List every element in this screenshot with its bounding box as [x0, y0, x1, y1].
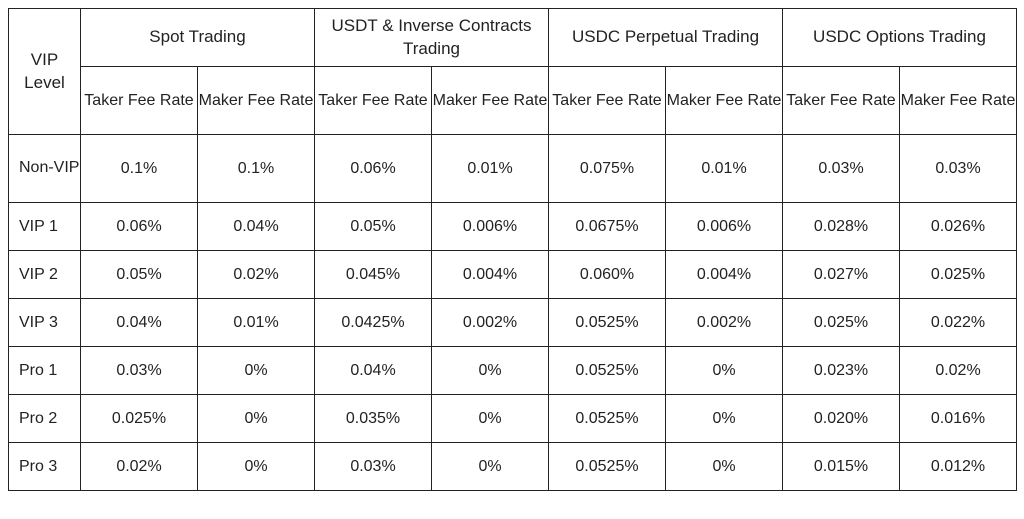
vip-level-header: VIP Level	[9, 9, 81, 135]
fee-cell: 0.02%	[81, 443, 198, 491]
table-row: VIP 30.04%0.01%0.0425%0.002%0.0525%0.002…	[9, 299, 1017, 347]
vip-level-label: Pro 3	[9, 443, 81, 491]
vip-level-label: VIP 1	[9, 203, 81, 251]
fee-cell: 0.002%	[432, 299, 549, 347]
fee-cell: 0.03%	[900, 135, 1017, 203]
fee-cell: 0%	[666, 443, 783, 491]
fee-cell: 0.03%	[783, 135, 900, 203]
fee-cell: 0.02%	[198, 251, 315, 299]
fee-cell: 0.004%	[432, 251, 549, 299]
vip-level-label: Pro 1	[9, 347, 81, 395]
table-row: Pro 30.02%0%0.03%0%0.0525%0%0.015%0.012%	[9, 443, 1017, 491]
fee-cell: 0%	[198, 443, 315, 491]
fee-cell: 0.012%	[900, 443, 1017, 491]
fee-cell: 0.01%	[666, 135, 783, 203]
vip-level-label: VIP 3	[9, 299, 81, 347]
sub-taker: Taker Fee Rate	[783, 67, 900, 135]
fee-rate-table: VIP Level Spot Trading USDT & Inverse Co…	[8, 8, 1017, 491]
fee-cell: 0.016%	[900, 395, 1017, 443]
fee-cell: 0.045%	[315, 251, 432, 299]
fee-cell: 0%	[432, 443, 549, 491]
fee-cell: 0.04%	[81, 299, 198, 347]
fee-cell: 0%	[666, 347, 783, 395]
fee-cell: 0.0675%	[549, 203, 666, 251]
fee-cell: 0%	[666, 395, 783, 443]
fee-cell: 0.0525%	[549, 347, 666, 395]
table-row: Pro 10.03%0%0.04%0%0.0525%0%0.023%0.02%	[9, 347, 1017, 395]
fee-cell: 0.03%	[315, 443, 432, 491]
fee-cell: 0.0425%	[315, 299, 432, 347]
fee-cell: 0.026%	[900, 203, 1017, 251]
fee-cell: 0.004%	[666, 251, 783, 299]
fee-cell: 0.1%	[81, 135, 198, 203]
fee-cell: 0.023%	[783, 347, 900, 395]
sub-maker: Maker Fee Rate	[198, 67, 315, 135]
sub-maker: Maker Fee Rate	[666, 67, 783, 135]
group-usdc-perpetual: USDC Perpetual Trading	[549, 9, 783, 67]
fee-cell: 0.035%	[315, 395, 432, 443]
sub-taker: Taker Fee Rate	[81, 67, 198, 135]
fee-cell: 0.01%	[198, 299, 315, 347]
vip-level-label: VIP 2	[9, 251, 81, 299]
fee-cell: 0.04%	[315, 347, 432, 395]
sub-taker: Taker Fee Rate	[315, 67, 432, 135]
vip-level-label: Pro 2	[9, 395, 81, 443]
fee-cell: 0.05%	[81, 251, 198, 299]
fee-cell: 0.0525%	[549, 299, 666, 347]
fee-cell: 0.02%	[900, 347, 1017, 395]
table-row: VIP 10.06%0.04%0.05%0.006%0.0675%0.006%0…	[9, 203, 1017, 251]
fee-cell: 0.002%	[666, 299, 783, 347]
group-usdt-inverse: USDT & Inverse Contracts Trading	[315, 9, 549, 67]
fee-cell: 0.027%	[783, 251, 900, 299]
fee-cell: 0.06%	[81, 203, 198, 251]
fee-cell: 0%	[198, 347, 315, 395]
sub-taker: Taker Fee Rate	[549, 67, 666, 135]
fee-cell: 0.025%	[783, 299, 900, 347]
vip-level-label: Non-VIP	[9, 135, 81, 203]
fee-cell: 0.006%	[432, 203, 549, 251]
fee-cell: 0%	[432, 395, 549, 443]
fee-cell: 0.025%	[900, 251, 1017, 299]
fee-cell: 0.0525%	[549, 395, 666, 443]
fee-cell: 0%	[432, 347, 549, 395]
group-spot-trading: Spot Trading	[81, 9, 315, 67]
fee-cell: 0.01%	[432, 135, 549, 203]
fee-cell: 0.1%	[198, 135, 315, 203]
sub-maker: Maker Fee Rate	[900, 67, 1017, 135]
table-row: VIP 20.05%0.02%0.045%0.004%0.060%0.004%0…	[9, 251, 1017, 299]
fee-cell: 0.03%	[81, 347, 198, 395]
group-usdc-options: USDC Options Trading	[783, 9, 1017, 67]
table-row: Pro 20.025%0%0.035%0%0.0525%0%0.020%0.01…	[9, 395, 1017, 443]
fee-cell: 0.06%	[315, 135, 432, 203]
fee-cell: 0.075%	[549, 135, 666, 203]
fee-cell: 0.020%	[783, 395, 900, 443]
fee-cell: 0.028%	[783, 203, 900, 251]
fee-cell: 0.04%	[198, 203, 315, 251]
fee-cell: 0.0525%	[549, 443, 666, 491]
fee-cell: 0.015%	[783, 443, 900, 491]
sub-maker: Maker Fee Rate	[432, 67, 549, 135]
fee-cell: 0.060%	[549, 251, 666, 299]
fee-cell: 0.006%	[666, 203, 783, 251]
table-body: Non-VIP0.1%0.1%0.06%0.01%0.075%0.01%0.03…	[9, 135, 1017, 491]
fee-cell: 0.022%	[900, 299, 1017, 347]
fee-cell: 0%	[198, 395, 315, 443]
table-row: Non-VIP0.1%0.1%0.06%0.01%0.075%0.01%0.03…	[9, 135, 1017, 203]
table-header: VIP Level Spot Trading USDT & Inverse Co…	[9, 9, 1017, 135]
fee-cell: 0.025%	[81, 395, 198, 443]
fee-cell: 0.05%	[315, 203, 432, 251]
